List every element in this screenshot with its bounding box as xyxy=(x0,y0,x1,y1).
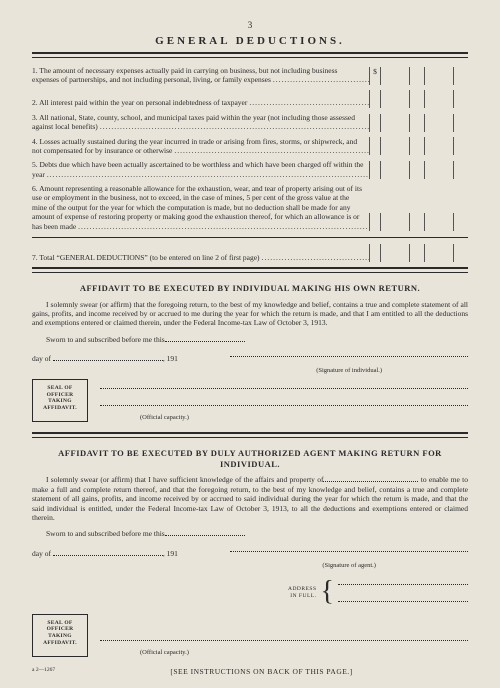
sworn-text-2: Sworn to and subscribed before me this xyxy=(46,529,165,538)
ded-num: 1. xyxy=(32,66,38,75)
form-number: a 2—1267 xyxy=(32,667,55,674)
total-num: 7. xyxy=(32,253,38,262)
deduction-row: 3. All national, State, county, school, … xyxy=(32,113,468,132)
total-row: 7. Total “GENERAL DEDUCTIONS” (to be ent… xyxy=(32,244,468,262)
sworn-line-1: Sworn to and subscribed before me this xyxy=(46,335,468,344)
currency-col xyxy=(370,114,381,132)
currency-col: $ xyxy=(370,67,381,85)
ded-text: All interest paid within the year on per… xyxy=(39,98,247,107)
ded-text: The amount of necessary expenses actuall… xyxy=(32,66,337,84)
sworn-line-2: Sworn to and subscribed before me this xyxy=(46,529,468,538)
rule-before-total xyxy=(32,237,468,238)
affidavit2-body: I solemnly swear (or affirm) that I have… xyxy=(32,475,468,522)
footer-instructions: [SEE INSTRUCTIONS ON BACK OF THIS PAGE.] xyxy=(32,667,468,676)
seal-box-1: SEAL OFOFFICERTAKINGAFFIDAVIT. xyxy=(32,379,88,422)
official-cap-1: (Official capacity.) xyxy=(100,414,468,422)
dayof-1: day of xyxy=(32,354,51,363)
sig-cap-2: (Signature of agent.) xyxy=(230,562,468,570)
seal-row-1: SEAL OFOFFICERTAKINGAFFIDAVIT. (Official… xyxy=(32,379,468,422)
page-number: 3 xyxy=(32,20,468,31)
affidavit1-body: I solemnly swear (or affirm) that the fo… xyxy=(32,300,468,328)
currency-col xyxy=(370,161,381,179)
seal-row-2: SEAL OFOFFICERTAKINGAFFIDAVIT. (Official… xyxy=(32,614,468,657)
address-label: ADDRESSIN FULL. xyxy=(288,586,317,600)
page-title: GENERAL DEDUCTIONS. xyxy=(32,35,468,49)
currency-col xyxy=(370,137,381,155)
ded-num: 4. xyxy=(32,137,38,146)
dayof-2: day of xyxy=(32,549,51,558)
rule-after-total xyxy=(32,267,468,273)
currency-col xyxy=(370,90,381,108)
deduction-row: 1. The amount of necessary expenses actu… xyxy=(32,66,468,85)
ded-num: 5. xyxy=(32,160,38,169)
ded-text: All national, State, county, school, and… xyxy=(32,113,355,131)
sig-block-1: day of , 191 (Signature of individual.) xyxy=(32,346,468,375)
official-cap-2: (Official capacity.) xyxy=(100,649,468,657)
ded-text: Amount representing a reasonable allowan… xyxy=(32,184,362,231)
title-rule xyxy=(32,52,468,58)
brace-icon: { xyxy=(321,584,334,601)
aff2-pre: I solemnly swear (or affirm) that I have… xyxy=(46,475,323,484)
mid-rule xyxy=(32,432,468,438)
sig-block-2: day of , 191 (Signature of agent.) xyxy=(32,541,468,570)
deduction-row: 5. Debts due which have been actually as… xyxy=(32,160,468,179)
ded-num: 3. xyxy=(32,113,38,122)
ded-num: 6. xyxy=(32,184,38,193)
ded-num: 2. xyxy=(32,98,38,107)
ded-text: Debts due which have been actually ascer… xyxy=(32,160,363,178)
currency-col xyxy=(370,213,381,231)
affidavit1-heading: AFFIDAVIT TO BE EXECUTED BY INDIVIDUAL M… xyxy=(32,283,468,294)
deduction-row: 6. Amount representing a reasonable allo… xyxy=(32,184,468,231)
deduction-row: 4. Losses actually sustained during the … xyxy=(32,137,468,156)
address-block: ADDRESSIN FULL. { xyxy=(32,576,468,610)
affidavit2-heading: AFFIDAVIT TO BE EXECUTED BY DULY AUTHORI… xyxy=(32,448,468,469)
sig-cap-1: (Signature of individual.) xyxy=(230,367,468,375)
sworn-text-1: Sworn to and subscribed before me this xyxy=(46,335,165,344)
total-text: Total “GENERAL DEDUCTIONS” (to be entere… xyxy=(39,253,259,262)
ded-text: Losses actually sustained during the yea… xyxy=(32,137,357,155)
year-1: , 191 xyxy=(163,354,178,363)
seal-box-2: SEAL OFOFFICERTAKINGAFFIDAVIT. xyxy=(32,614,88,657)
year-2: , 191 xyxy=(163,549,178,558)
deductions-list: 1. The amount of necessary expenses actu… xyxy=(32,66,468,231)
deduction-row: 2. All interest paid within the year on … xyxy=(32,90,468,108)
